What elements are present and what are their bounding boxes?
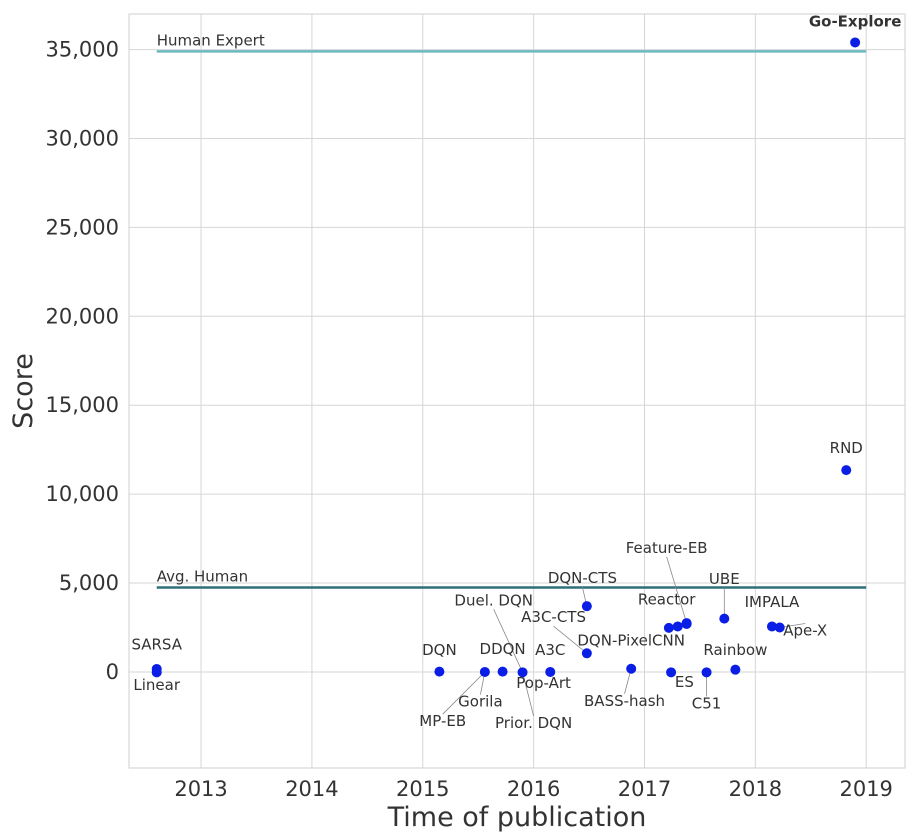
y-tick-label: 25,000 [46, 215, 119, 239]
data-point-unlabeled-1 [681, 618, 692, 629]
leader-line-prior-dqn [522, 672, 535, 717]
annotation-ape-x: Ape-X [783, 622, 827, 640]
x-tick-label: 2014 [285, 777, 338, 801]
data-point-a3c-cts [581, 648, 592, 659]
annotation-gorila: Gorila [458, 693, 503, 711]
x-tick-label: 2018 [729, 777, 782, 801]
data-point-es [666, 667, 677, 678]
annotation-dqn-pixelcnn: DQN-PixelCNN [577, 631, 685, 649]
y-tick-label: 15,000 [46, 393, 119, 417]
x-tick-label: 2019 [839, 777, 892, 801]
annotation-rnd: RND [830, 439, 863, 457]
x-tick-label: 2015 [396, 777, 449, 801]
data-point-duel-dqn [517, 667, 528, 678]
data-point-dqn-cts [581, 601, 592, 612]
annotation-pop-art: Pop-Art [516, 674, 571, 692]
data-point-reactor [672, 621, 683, 632]
data-point-dqn-pixelcnn [626, 663, 637, 674]
reference-label-avg-human: Avg. Human [157, 568, 248, 586]
x-tick-labels: 2013 2014 2015 2016 2017 2018 2019 [174, 777, 893, 801]
plot-frame [128, 13, 906, 769]
y-tick-label: 5,000 [59, 571, 119, 595]
annotation-linear: Linear [133, 676, 180, 694]
data-point-gorila [479, 666, 490, 677]
data-point-go-explore [850, 37, 861, 48]
annotation-dqn-cts: DQN-CTS [548, 569, 617, 587]
annotation-mp-eb: MP-EB [419, 712, 466, 730]
data-point-a3c [545, 666, 556, 677]
y-tick-label: 35,000 [46, 38, 119, 62]
y-tick-label: 10,000 [46, 482, 119, 506]
x-tick-label: 2016 [507, 777, 560, 801]
data-point-rainbow [730, 664, 741, 675]
x-tick-label: 2013 [174, 777, 227, 801]
annotation-reactor: Reactor [638, 590, 696, 608]
y-axis-label: Score [8, 353, 39, 429]
x-axis-label: Time of publication [387, 802, 647, 833]
annotation-bass-hash: BASS-hash [584, 692, 665, 710]
leader-line-duel-dqn [493, 609, 523, 673]
leader-line-mp-eb [442, 671, 486, 715]
annotation-duel-dqn: Duel. DQN [454, 591, 533, 609]
data-point-ape-x [774, 622, 785, 633]
y-tick-label: 30,000 [46, 126, 119, 150]
annotation-ddqn: DDQN [480, 640, 526, 658]
annotation-feature-eb: Feature-EB [626, 539, 708, 557]
data-point-ddqn [497, 666, 508, 677]
annotation-prior-dqn: Prior. DQN [495, 714, 572, 732]
data-point-c51 [701, 667, 712, 678]
data-point-rnd [841, 465, 852, 476]
annotation-dqn: DQN [422, 641, 457, 659]
annotation-rainbow: Rainbow [703, 641, 767, 659]
y-tick-label: 20,000 [46, 304, 119, 328]
annotation-sarsa: SARSA [131, 636, 182, 654]
reference-lines: Human Expert Avg. Human [156, 31, 867, 589]
data-point-ube [719, 613, 730, 624]
data-point-impala [766, 621, 777, 632]
annotation-a3c: A3C [535, 641, 565, 659]
data-point-linear [151, 667, 162, 678]
annotation-impala: IMPALA [745, 593, 800, 611]
data-points [151, 37, 861, 678]
grid [129, 14, 905, 768]
annotation-go-explore: Go-Explore [809, 12, 902, 30]
leader-line-feature-eb [666, 556, 687, 624]
reference-label-human-expert: Human Expert [157, 31, 265, 49]
x-tick-label: 2017 [618, 777, 671, 801]
leader-line-a3c-cts [553, 625, 588, 654]
annotation-es: ES [675, 673, 694, 691]
y-tick-labels: 0 5,000 10,000 15,000 20,000 25,000 30,000 35,0… [46, 38, 119, 684]
data-point-unlabeled-0 [663, 622, 674, 633]
data-point-dqn [434, 666, 445, 677]
annotation-a3c-cts: A3C-CTS [521, 608, 586, 626]
annotation-c51: C51 [692, 694, 722, 712]
annotation-ube: UBE [709, 570, 740, 588]
y-tick-label: 0 [106, 660, 119, 684]
